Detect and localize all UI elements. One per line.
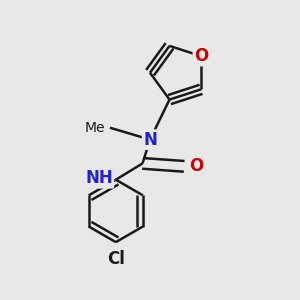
Text: NH: NH — [85, 169, 113, 187]
Text: N: N — [143, 130, 157, 148]
Text: Me: Me — [85, 121, 105, 135]
Text: O: O — [190, 157, 204, 175]
Text: O: O — [194, 47, 208, 65]
Text: Cl: Cl — [107, 250, 125, 268]
